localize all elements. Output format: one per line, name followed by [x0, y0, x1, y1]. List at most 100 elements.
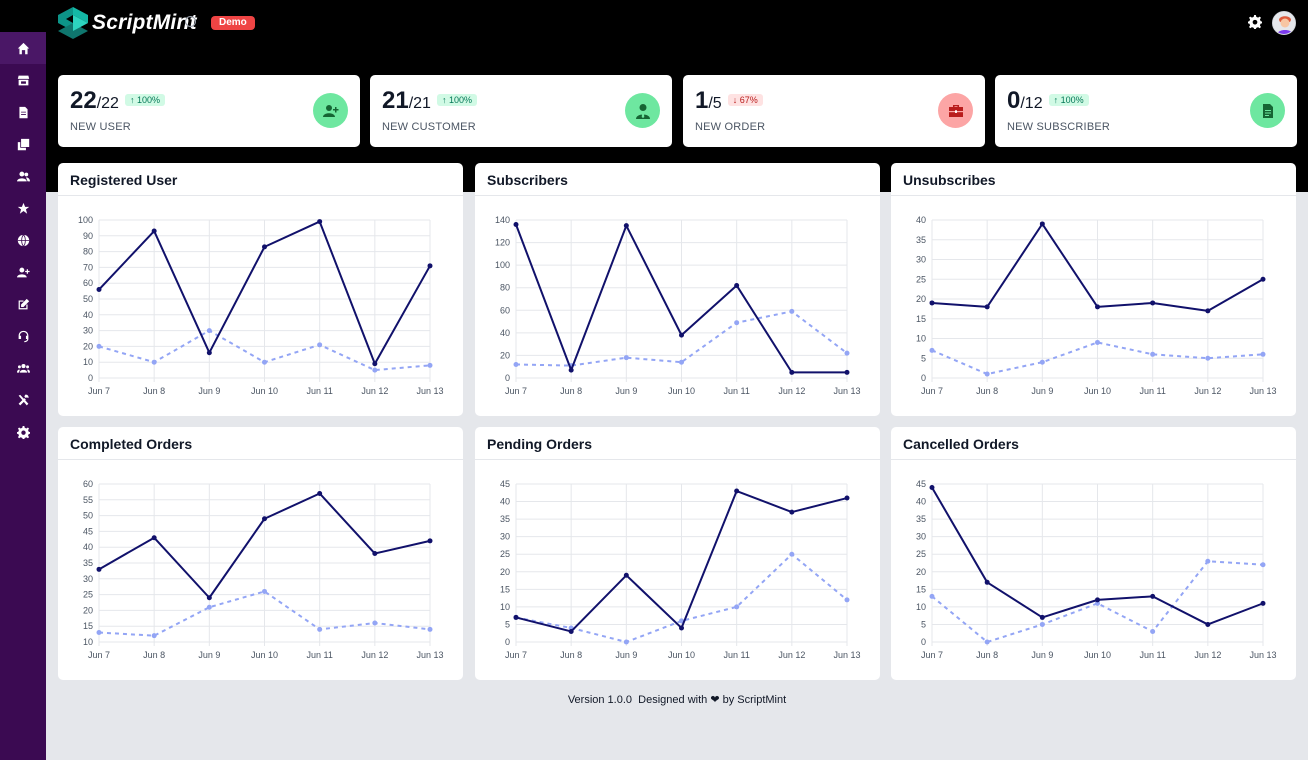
tools-icon	[18, 394, 29, 405]
y-tick-label: 20	[83, 605, 93, 615]
y-tick-label: 30	[916, 255, 926, 265]
data-point	[513, 361, 519, 367]
y-tick-label: 120	[495, 238, 510, 248]
sidebar-item-copy[interactable]	[0, 128, 46, 160]
stat-total: /12	[1020, 95, 1043, 112]
header-settings-button[interactable]	[1248, 15, 1262, 29]
sidebar-item-tools[interactable]	[0, 384, 46, 416]
y-tick-label: 10	[83, 637, 93, 647]
sidebar-item-store[interactable]	[0, 64, 46, 96]
divider	[58, 195, 463, 196]
data-point	[844, 495, 850, 501]
sidebar-item-add-user[interactable]	[0, 256, 46, 288]
data-point	[1205, 308, 1211, 314]
y-tick-label: 35	[916, 235, 926, 245]
logo-icon	[58, 7, 88, 39]
sidebar-item-star[interactable]	[0, 192, 46, 224]
user-plus-icon	[16, 267, 30, 277]
line-chart: 0 5 10 15 20 25 30 35 40 Jun 7 Jun 8 Jun 9 Jun 10 Jun…	[916, 215, 1277, 396]
footer-credit: by ScriptMint	[722, 694, 787, 706]
sidebar-item-globe[interactable]	[0, 224, 46, 256]
sidebar-top	[0, 0, 46, 32]
chart-card-registered-user: Registered User 0 10 20 30 40 50 60 70 80 90 100 Ju…	[58, 163, 463, 416]
brand-logo[interactable]: ScriptMint	[58, 7, 197, 39]
stat-card-new-user[interactable]: 22 /22 ↑ 100% NEW USER	[58, 75, 360, 147]
chart-title: Registered User	[70, 172, 178, 188]
data-point	[1095, 304, 1100, 310]
data-point	[929, 347, 935, 353]
team-icon	[16, 363, 30, 373]
data-point	[206, 350, 212, 356]
chart-title: Subscribers	[487, 172, 568, 188]
y-tick-label: 40	[916, 497, 926, 507]
y-tick-label: 0	[88, 373, 93, 383]
y-tick-label: 90	[83, 231, 93, 241]
y-tick-label: 0	[505, 637, 510, 647]
x-tick-label: Jun 13	[1249, 386, 1276, 396]
data-point	[317, 626, 323, 632]
sidebar-item-team[interactable]	[0, 352, 46, 384]
sidebar-item-edit[interactable]	[0, 288, 46, 320]
stat-card-new-subscriber[interactable]: 0 /12 ↑ 100% NEW SUBSCRIBER	[995, 75, 1297, 147]
star-icon	[17, 202, 29, 214]
y-tick-label: 0	[921, 637, 926, 647]
file-icon	[18, 106, 28, 118]
stat-change-badge: ↓ 67%	[727, 94, 763, 106]
data-point	[372, 620, 378, 626]
data-point	[262, 244, 267, 250]
sidebar-item-support[interactable]	[0, 320, 46, 352]
data-point	[1260, 351, 1266, 357]
store-icon	[17, 75, 29, 85]
data-point	[789, 509, 795, 515]
stat-change-badge: ↑ 100%	[1048, 94, 1089, 106]
data-point	[929, 485, 935, 491]
data-point	[151, 535, 157, 541]
x-tick-label: Jun 9	[1031, 650, 1053, 660]
stat-value: 1 /5 ↓ 67%	[695, 87, 763, 115]
user-avatar[interactable]	[1272, 11, 1296, 35]
data-point	[1039, 621, 1045, 627]
data-point	[513, 222, 519, 228]
y-tick-label: 35	[500, 514, 510, 524]
heart-icon: ❤	[710, 694, 720, 706]
footer-version: Version 1.0.0	[567, 694, 633, 706]
y-tick-label: 5	[505, 619, 510, 629]
x-tick-label: Jun 8	[560, 650, 582, 660]
x-tick-label: Jun 13	[416, 386, 443, 396]
y-tick-label: 40	[83, 542, 93, 552]
x-tick-label: Jun 13	[833, 650, 860, 660]
y-tick-label: 100	[495, 260, 510, 270]
data-point	[1039, 359, 1045, 365]
data-point	[262, 516, 267, 522]
data-point	[1260, 562, 1266, 568]
x-tick-label: Jun 8	[143, 650, 165, 660]
x-tick-label: Jun 8	[976, 650, 998, 660]
y-tick-label: 70	[83, 262, 93, 272]
data-point	[984, 371, 990, 377]
footer: Version 1.0.0 Designed with ❤ by ScriptM…	[46, 693, 1308, 706]
stat-count: 0	[1007, 87, 1021, 114]
data-point	[262, 359, 267, 365]
x-tick-label: Jun 7	[505, 650, 527, 660]
sidebar-item-file[interactable]	[0, 96, 46, 128]
x-tick-label: Jun 10	[668, 650, 695, 660]
x-tick-label: Jun 11	[1139, 650, 1165, 660]
sidebar-item-users[interactable]	[0, 160, 46, 192]
y-tick-label: 60	[500, 305, 510, 315]
divider	[58, 459, 463, 460]
globe-icon	[17, 234, 29, 247]
data-point	[513, 614, 519, 620]
stat-card-new-customer[interactable]: 21 /21 ↑ 100% NEW CUSTOMER	[370, 75, 672, 147]
demo-badge: Demo	[211, 16, 255, 30]
sidebar-item-settings[interactable]	[0, 416, 46, 448]
data-point	[372, 361, 378, 367]
chart-title: Cancelled Orders	[903, 436, 1019, 452]
sidebar-item-home[interactable]	[0, 32, 46, 64]
x-tick-label: Jun 12	[1194, 386, 1221, 396]
data-point	[317, 342, 323, 348]
data-point	[1260, 600, 1266, 606]
y-tick-label: 30	[83, 574, 93, 584]
y-tick-label: 100	[78, 215, 93, 225]
stat-icon-badge	[313, 93, 348, 128]
stat-card-new-order[interactable]: 1 /5 ↓ 67% NEW ORDER	[683, 75, 985, 147]
